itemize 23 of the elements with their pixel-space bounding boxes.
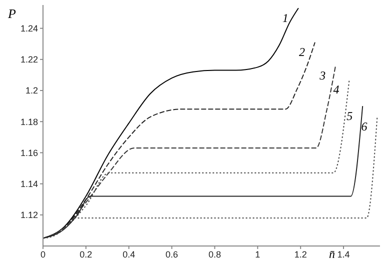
series-label: 4 [333, 82, 340, 96]
y-tick-label: 1.14 [20, 179, 38, 189]
y-tick-label: 1.24 [20, 24, 38, 34]
x-tick-label: 0 [40, 249, 46, 260]
x-tick-label: 1.2 [294, 249, 307, 260]
series-label: 1 [282, 10, 288, 25]
x-tick-label: 0.4 [122, 249, 136, 260]
x-tick-label: 0.2 [80, 249, 92, 260]
y-tick-label: 1.18 [20, 116, 38, 127]
y-tick-label: 1.22 [20, 54, 38, 65]
series-label: 5 [346, 108, 353, 123]
x-axis-title: n̄ [329, 247, 335, 262]
y-tick-label: 1.2 [25, 86, 38, 96]
series-label: 3 [318, 68, 326, 82]
series-label: 2 [298, 45, 305, 60]
x-tick-label: 0.8 [208, 249, 221, 260]
y-tick-label: 1.16 [20, 148, 38, 158]
y-tick-label: 1.12 [20, 210, 38, 220]
x-tick-label: 1 [255, 249, 260, 260]
x-tick-label: 0.6 [166, 249, 178, 260]
x-tick-label: 1.4 [337, 249, 350, 260]
y-axis-title: P [8, 6, 16, 22]
series-label: 6 [361, 120, 368, 134]
